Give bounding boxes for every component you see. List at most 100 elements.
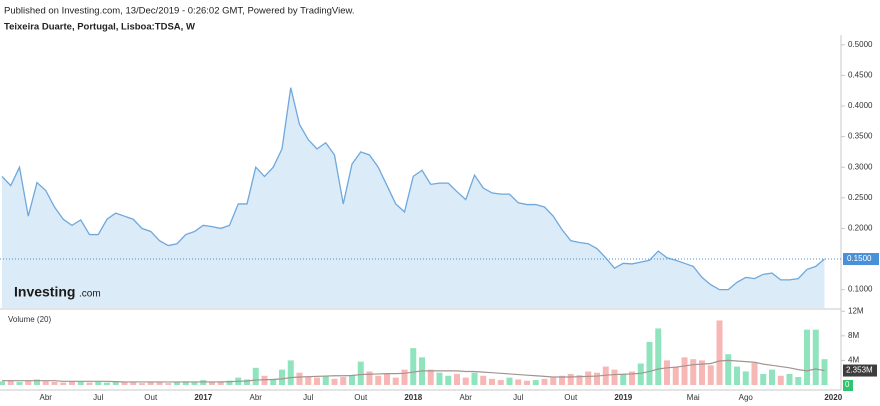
- volume-bar: [42, 381, 49, 385]
- volume-bar: [112, 381, 119, 385]
- x-tick-label: Mai: [687, 393, 700, 402]
- volume-bar: [16, 381, 23, 385]
- volume-bar: [252, 367, 259, 385]
- x-tick-label: Out: [354, 393, 368, 402]
- volume-bar: [95, 381, 102, 385]
- volume-bar: [287, 360, 294, 385]
- y-tick-label: 0.3000: [848, 162, 873, 171]
- volume-bar: [322, 375, 329, 385]
- volume-bar: [139, 383, 145, 385]
- volume-tick-label: 12M: [848, 306, 864, 315]
- x-tick-label: 2018: [404, 393, 422, 402]
- volume-ma-line: [2, 359, 825, 383]
- volume-bar: [690, 359, 697, 385]
- watermark-brand: Investing: [14, 284, 75, 300]
- volume-bar: [174, 381, 180, 385]
- y-tick-label: 0.1000: [848, 285, 873, 294]
- volume-bar: [480, 375, 487, 385]
- chart-title: Teixeira Duarte, Portugal, Lisboa:TDSA, …: [4, 22, 195, 33]
- volume-bar: [34, 379, 40, 385]
- volume-bar: [60, 382, 67, 385]
- y-tick-label: 0.4000: [848, 101, 873, 110]
- volume-bar: [77, 381, 84, 385]
- volume-bar: [550, 377, 557, 385]
- volume-bar: [427, 369, 434, 385]
- volume-bar: [524, 380, 530, 385]
- x-tick-label: Abr: [250, 393, 263, 402]
- volume-bar: [331, 378, 338, 385]
- volume-bar: [515, 379, 522, 385]
- volume-bar: [165, 383, 172, 385]
- volume-bar: [795, 377, 802, 385]
- volume-bar: [541, 378, 548, 385]
- x-tick-label: Out: [144, 393, 158, 402]
- y-tick-label: 0.2000: [848, 224, 873, 233]
- volume-bar: [104, 382, 110, 385]
- volume-bar: [392, 377, 399, 385]
- volume-bar: [777, 375, 784, 385]
- price-line: [1, 87, 825, 291]
- volume-bar: [209, 381, 215, 385]
- volume-bar: [769, 369, 775, 385]
- volume-bar: [261, 375, 268, 385]
- x-tick-label: Ago: [739, 393, 754, 402]
- volume-bar: [716, 320, 723, 385]
- volume-bar: [305, 376, 312, 385]
- volume-bar: [506, 377, 513, 385]
- volume-bar: [0, 381, 5, 385]
- volume-bar: [454, 373, 460, 385]
- volume-bar: [672, 366, 679, 385]
- volume-bar: [69, 381, 75, 385]
- volume-bar: [7, 380, 14, 385]
- y-tick-label: 0.3500: [848, 132, 873, 141]
- volume-bar: [821, 359, 828, 385]
- volume-bar: [357, 361, 364, 385]
- volume-bar: [620, 373, 627, 385]
- volume-bar: [226, 380, 233, 385]
- volume-tick-label: 8M: [848, 331, 859, 340]
- volume-bar: [86, 382, 93, 385]
- volume-bar: [681, 357, 688, 385]
- volume-bar: [812, 329, 819, 385]
- x-tick-label: Jul: [513, 393, 523, 402]
- x-tick-label: 2019: [614, 393, 632, 402]
- y-tick-label: 0.5000: [848, 40, 873, 49]
- volume-bar: [611, 369, 618, 385]
- volume-bar: [786, 373, 793, 385]
- volume-bar: [296, 372, 303, 385]
- volume-label: Volume (20): [8, 315, 51, 324]
- volume-bar: [742, 371, 749, 385]
- volume-bar: [130, 382, 137, 385]
- volume-bar: [191, 382, 198, 385]
- volume-bar: [217, 381, 224, 385]
- volume-bar: [279, 369, 285, 385]
- volume-bar: [594, 372, 600, 385]
- volume-bar: [147, 381, 154, 385]
- x-tick-label: Out: [564, 393, 578, 402]
- volume-bar: [664, 360, 670, 385]
- volume-ma-box: [843, 364, 877, 377]
- volume-bar: [497, 380, 504, 385]
- price-area: [2, 87, 825, 308]
- volume-bar: [725, 354, 732, 385]
- last-price-label: 0.1500: [847, 254, 872, 263]
- volume-tick-label: 4M: [848, 356, 859, 365]
- y-tick-label: 0.2500: [848, 193, 873, 202]
- volume-bar: [410, 348, 417, 385]
- volume-bar: [602, 366, 609, 385]
- volume-last-box: [843, 380, 853, 391]
- volume-bar: [699, 360, 705, 385]
- volume-bar: [804, 329, 810, 385]
- volume-bar: [637, 363, 644, 385]
- volume-bar: [567, 373, 574, 385]
- x-tick-label: Abr: [460, 393, 473, 402]
- y-tick-label: 0.4500: [848, 71, 873, 80]
- volume-bar: [270, 378, 277, 385]
- volume-ma-label: 2.353M: [846, 366, 873, 375]
- volume-bar: [314, 377, 320, 385]
- volume-bar: [121, 381, 128, 385]
- x-tick-label: Jul: [303, 393, 313, 402]
- volume-bar: [51, 381, 58, 385]
- volume-bar: [760, 373, 767, 385]
